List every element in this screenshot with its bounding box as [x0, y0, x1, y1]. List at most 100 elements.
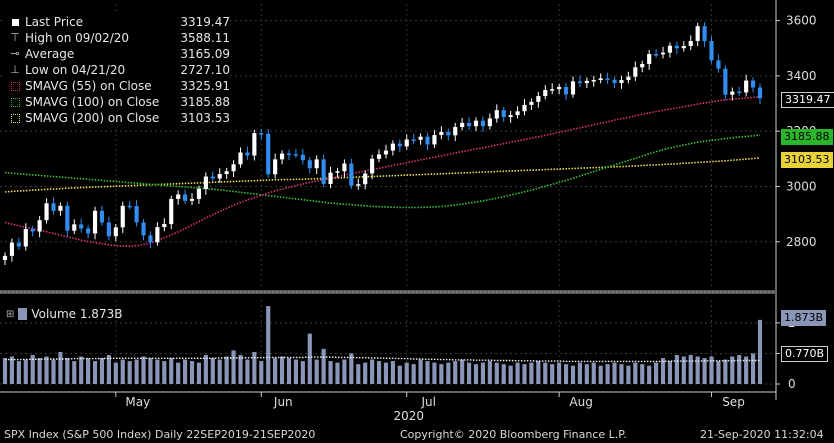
low-marker-icon: ⊥ — [10, 63, 20, 76]
candle-up — [681, 46, 686, 49]
volume-bar — [723, 359, 728, 384]
candle-down — [293, 154, 298, 156]
expand-icon[interactable]: ⊞ — [6, 308, 15, 320]
candle-up — [453, 127, 458, 136]
candle-up — [744, 80, 749, 93]
candle-up — [328, 172, 333, 184]
candle-up — [2, 255, 8, 261]
volume-bar — [522, 364, 527, 384]
price-tick-label: 3400 — [786, 69, 817, 83]
candle-up — [432, 135, 437, 145]
volume-bar — [640, 364, 645, 384]
volume-bar — [681, 356, 686, 384]
candle-up — [120, 205, 125, 228]
legend-row-average: ⊸ Average 3165.09 — [4, 46, 230, 62]
footer-copyright: Copyright© 2020 Bloomberg Finance L.P. — [400, 428, 627, 441]
price-tick-label: 2800 — [786, 235, 817, 249]
legend-label: High on 09/02/20 — [25, 31, 130, 45]
volume-bar — [356, 364, 361, 384]
volume-bar — [155, 359, 160, 384]
candle-up — [189, 198, 195, 201]
volume-bar — [633, 362, 638, 384]
candle-up — [370, 158, 375, 174]
sma55-line — [4, 95, 761, 247]
candle-down — [30, 229, 35, 232]
candle-down — [148, 235, 153, 243]
volume-bar — [480, 362, 486, 384]
volume-bar — [376, 361, 382, 384]
volume-bar — [750, 353, 756, 384]
volume-swatch-icon — [18, 308, 28, 320]
candle-up — [515, 111, 520, 116]
volume-bar — [647, 365, 652, 384]
legend-value: 3185.88 — [180, 95, 230, 109]
volume-legend: ⊞ Volume 1.873B — [6, 307, 122, 321]
candle-down — [577, 81, 582, 84]
candle-up — [473, 120, 479, 127]
volume-bar — [183, 359, 188, 384]
candle-up — [660, 52, 666, 55]
candle-down — [183, 194, 188, 201]
volume-bar — [494, 362, 499, 384]
candle-up — [279, 153, 285, 160]
volume-bar — [238, 354, 243, 384]
volume-bar — [266, 306, 271, 384]
volume-bar — [425, 361, 430, 384]
volume-bar — [37, 358, 42, 384]
legend-value: 2727.10 — [180, 63, 230, 77]
volume-bar — [508, 365, 513, 384]
month-label: Jul — [421, 395, 436, 409]
yellow-dotted-box-icon — [8, 111, 22, 125]
candle-down — [716, 60, 721, 69]
candle-up — [557, 86, 562, 90]
volume-bar — [363, 362, 368, 384]
volume-bar — [321, 348, 326, 384]
legend-row-sma200: SMAVG (200) on Close 3103.53 — [4, 110, 230, 126]
volume-bar — [210, 358, 215, 384]
candle-up — [238, 152, 243, 165]
candle-up — [203, 176, 208, 189]
legend-value: 3319.47 — [180, 15, 230, 29]
volume-bar — [501, 364, 506, 384]
volume-bar — [224, 356, 229, 384]
candle-down — [750, 80, 756, 88]
candle-up — [72, 224, 77, 231]
volume-bar — [695, 356, 700, 384]
volume-bar — [120, 359, 125, 384]
volume-bar — [231, 350, 236, 384]
volume-bar — [273, 358, 278, 384]
volume-bar — [72, 361, 77, 384]
candle-down — [612, 79, 617, 84]
candle-up — [224, 171, 229, 175]
volume-bar — [51, 359, 56, 384]
volume-bar — [626, 365, 631, 384]
volume-bar — [293, 359, 298, 384]
volume-bar — [536, 361, 541, 384]
candle-down — [321, 159, 326, 184]
volume-bar — [307, 333, 312, 384]
volume-bar — [737, 354, 742, 384]
candle-down — [349, 163, 354, 186]
volume-bar — [446, 362, 451, 384]
candle-up — [196, 188, 202, 199]
volume-bar — [196, 362, 202, 384]
price-tick-label: 3600 — [786, 14, 817, 28]
candle-down — [106, 222, 111, 237]
candle-up — [155, 227, 160, 243]
volume-bar — [577, 362, 582, 384]
volume-bar — [44, 356, 49, 384]
candle-up — [508, 115, 513, 118]
volume-bar — [605, 364, 610, 384]
candle-down — [286, 153, 292, 156]
legend-value: 3103.53 — [180, 111, 230, 125]
volume-bar — [349, 353, 354, 384]
candle-up — [439, 132, 444, 136]
candle-down — [259, 133, 264, 135]
moving-average-lines — [4, 95, 761, 247]
volume-bar — [189, 361, 195, 384]
candle-up — [342, 163, 347, 172]
volume-bar — [370, 359, 375, 384]
volume-bar — [217, 359, 222, 384]
legend-row-sma55: SMAVG (55) on Close 3325.91 — [4, 78, 230, 94]
volume-bar — [453, 361, 458, 384]
